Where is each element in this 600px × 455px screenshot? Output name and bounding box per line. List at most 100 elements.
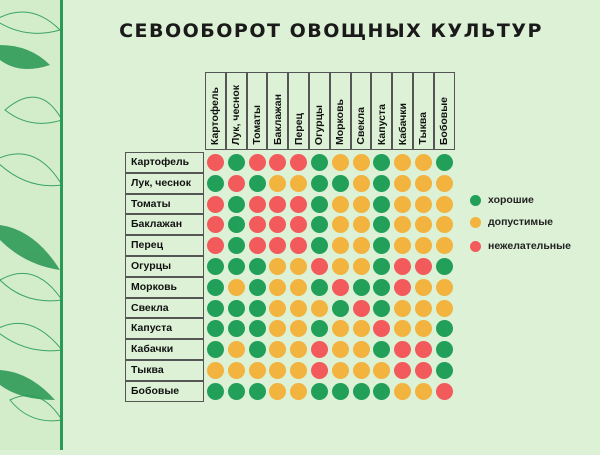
cell-dot-bad: [290, 195, 308, 213]
column-header: Перец: [288, 72, 309, 150]
cell-dot-good: [248, 320, 266, 338]
cell-dot-ok: [269, 174, 287, 192]
legend-item-good: хорошие: [470, 194, 534, 207]
cell-dot-ok: [352, 195, 370, 213]
cell-dot-good: [248, 174, 266, 192]
cell-dot-ok: [269, 341, 287, 359]
cell-dot-good: [206, 320, 224, 338]
legend-dot-icon: [470, 240, 481, 252]
column-header: Бобовые: [433, 72, 455, 150]
legend-label: хорошие: [488, 194, 534, 206]
row-label: Тыква: [125, 360, 204, 381]
cell-dot-good: [352, 278, 370, 296]
cell-dot-ok: [269, 320, 287, 338]
legend-item-bad: нежелательные: [470, 240, 571, 253]
cell-dot-good: [310, 320, 328, 338]
cell-dot-good: [248, 299, 266, 317]
cell-dot-bad: [414, 361, 432, 379]
cell-dot-ok: [269, 382, 287, 400]
cell-dot-good: [227, 153, 245, 171]
cell-dot-ok: [414, 237, 432, 255]
cell-dot-bad: [394, 278, 412, 296]
legend-item-ok: допустимые: [470, 216, 553, 229]
cell-dot-ok: [394, 382, 412, 400]
cell-dot-ok: [290, 299, 308, 317]
cell-dot-good: [310, 153, 328, 171]
cell-dot-bad: [331, 278, 349, 296]
page-title: СЕВООБОРОТ ОВОЩНЫХ КУЛЬТУР: [119, 20, 543, 42]
cell-dot-good: [310, 278, 328, 296]
cell-dot-ok: [227, 278, 245, 296]
cell-dot-good: [227, 237, 245, 255]
cell-dot-ok: [290, 174, 308, 192]
cell-dot-ok: [352, 361, 370, 379]
cell-dot-good: [373, 278, 391, 296]
cell-dot-ok: [352, 237, 370, 255]
cell-dot-ok: [352, 216, 370, 234]
cell-dot-good: [206, 382, 224, 400]
cell-dot-bad: [248, 216, 266, 234]
cell-dot-good: [248, 341, 266, 359]
cell-dot-good: [227, 195, 245, 213]
cell-dot-ok: [331, 257, 349, 275]
cell-dot-ok: [331, 237, 349, 255]
cell-dot-good: [373, 237, 391, 255]
cell-dot-bad: [414, 341, 432, 359]
cell-dot-ok: [435, 299, 453, 317]
cell-dot-bad: [373, 320, 391, 338]
cell-dot-bad: [394, 341, 412, 359]
cell-dot-good: [373, 174, 391, 192]
cell-dot-bad: [310, 257, 328, 275]
cell-dot-good: [435, 341, 453, 359]
cell-dot-ok: [331, 320, 349, 338]
cell-dot-ok: [394, 216, 412, 234]
cell-dot-ok: [435, 174, 453, 192]
cell-dot-ok: [435, 278, 453, 296]
column-header-label: Капуста: [375, 103, 388, 145]
leaf-pattern-icon: [0, 11, 63, 422]
cell-dot-good: [310, 216, 328, 234]
cell-dot-ok: [414, 382, 432, 400]
cell-dot-good: [248, 382, 266, 400]
cell-dot-ok: [290, 361, 308, 379]
cell-dot-good: [206, 341, 224, 359]
cell-dot-good: [310, 382, 328, 400]
cell-dot-ok: [414, 216, 432, 234]
cell-dot-good: [227, 299, 245, 317]
cell-dot-good: [373, 195, 391, 213]
cell-dot-bad: [269, 216, 287, 234]
legend-label: допустимые: [488, 216, 554, 228]
column-header-label: Перец: [292, 112, 305, 145]
column-header: Томаты: [246, 72, 268, 150]
cell-dot-ok: [227, 361, 245, 379]
column-header: Тыква: [413, 72, 434, 150]
cell-dot-ok: [269, 361, 287, 379]
cell-dot-ok: [269, 278, 287, 296]
cell-dot-ok: [394, 237, 412, 255]
row-label: Кабачки: [125, 339, 204, 360]
cell-dot-ok: [414, 320, 432, 338]
cell-dot-bad: [290, 216, 308, 234]
column-header: Морковь: [329, 72, 351, 150]
leaf-decoration: [0, 0, 63, 450]
column-header-label: Картофель: [209, 86, 222, 145]
cell-dot-good: [373, 216, 391, 234]
legend-dot-icon: [470, 216, 481, 228]
cell-dot-bad: [206, 237, 224, 255]
column-header: Баклажан: [267, 72, 289, 150]
cell-dot-ok: [394, 153, 412, 171]
cell-dot-ok: [290, 341, 308, 359]
cell-dot-bad: [248, 237, 266, 255]
cell-dot-ok: [414, 195, 432, 213]
cell-dot-ok: [414, 299, 432, 317]
cell-dot-ok: [290, 320, 308, 338]
cell-dot-good: [227, 320, 245, 338]
cell-dot-ok: [394, 320, 412, 338]
cell-dot-ok: [310, 299, 328, 317]
row-label: Капуста: [125, 318, 204, 340]
column-header-label: Тыква: [417, 112, 430, 145]
cell-dot-bad: [269, 153, 287, 171]
cell-dot-bad: [269, 237, 287, 255]
row-label: Бобовые: [125, 380, 204, 402]
cell-dot-ok: [248, 361, 266, 379]
